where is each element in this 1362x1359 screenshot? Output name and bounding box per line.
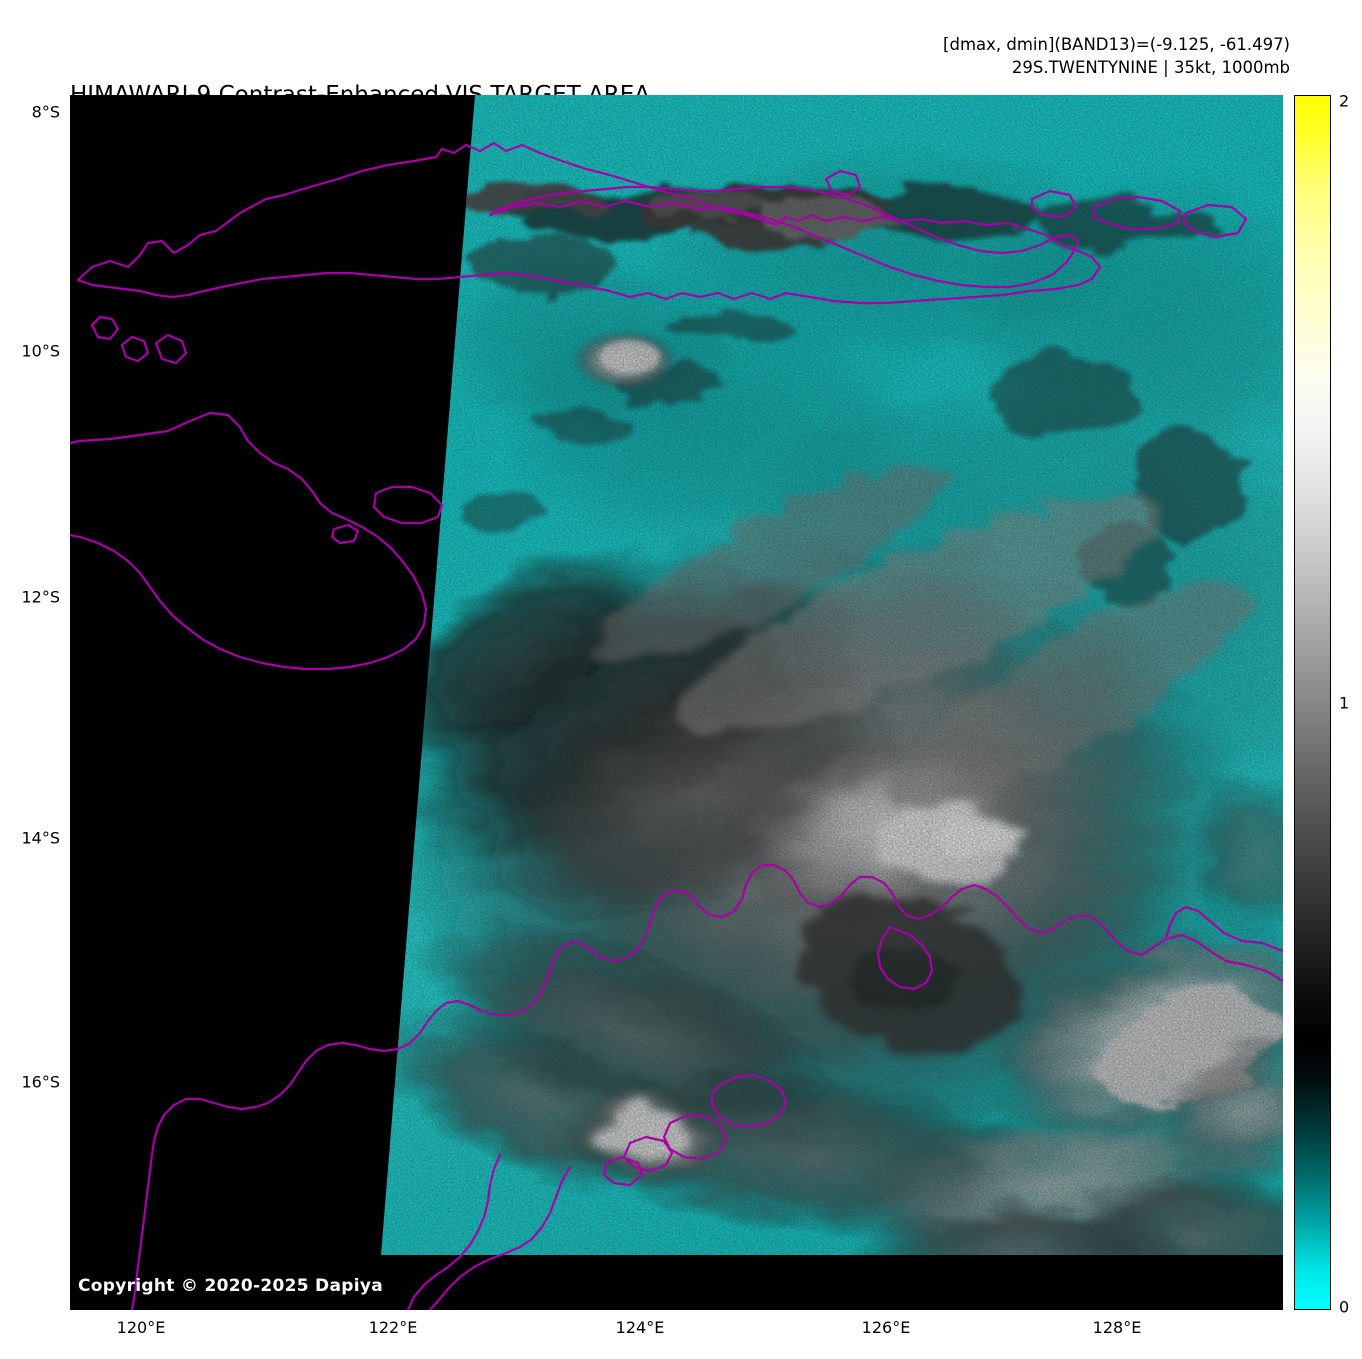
coastline-australia-northwest: [130, 863, 1283, 1310]
coastline-island-group-b: [662, 1113, 728, 1161]
coastline-sumba: [70, 411, 428, 671]
coastline-overlay: [70, 141, 1283, 1310]
coastline-wetar: [1092, 195, 1182, 231]
x-tick-label: 128°E: [1092, 1318, 1142, 1337]
colorbar-tick-label: 1: [1339, 693, 1350, 713]
band-range-label: [dmax, dmin](BAND13)=(-9.125, -61.497): [943, 35, 1290, 54]
coastline-island-group-d: [602, 1155, 644, 1187]
coastline-savu: [372, 485, 444, 525]
colorbar-gradient: [1294, 95, 1331, 1310]
colorbar-tick-label: 2: [1339, 91, 1350, 111]
coastline-islet-e: [1182, 203, 1248, 239]
y-tick-label: 8°S: [31, 102, 60, 122]
x-tick-label: 126°E: [861, 1318, 911, 1337]
coastline-gulf-detail: [876, 925, 934, 991]
coastline-flores: [76, 141, 1102, 305]
y-tick-label: 10°S: [21, 341, 60, 361]
coastline-islet-f: [1030, 189, 1078, 219]
y-tick-label: 14°S: [21, 828, 60, 848]
colorbar[interactable]: [1294, 95, 1331, 1310]
coastline-island-group-c: [622, 1135, 674, 1173]
y-tick-label: 16°S: [21, 1072, 60, 1092]
scene-metadata: [dmax, dmin](BAND13)=(-9.125, -61.497) 2…: [943, 33, 1290, 79]
y-tick-label: 12°S: [21, 587, 60, 607]
coastline-southwest-trail: [428, 1165, 572, 1310]
colorbar-tick-label: 0: [1339, 1297, 1350, 1317]
satellite-swath: [70, 95, 1283, 1310]
coastline-islet-b: [120, 335, 150, 363]
coastline-islet-c: [154, 333, 188, 365]
x-tick-label: 122°E: [368, 1318, 418, 1337]
storm-info-label: 29S.TWENTYNINE | 35kt, 1000mb: [1011, 58, 1290, 77]
coastline-timor: [488, 185, 1080, 289]
pixel-noise-fine: [381, 95, 1283, 1255]
x-tick-label: 124°E: [615, 1318, 665, 1337]
coastline-islet-d: [330, 523, 360, 545]
x-tick-label: 120°E: [116, 1318, 166, 1337]
coastline-island-group-a: [710, 1073, 788, 1129]
copyright-label: Copyright © 2020-2025 Dapiya: [78, 1276, 383, 1296]
coastline-islet-g: [824, 169, 862, 197]
coastline-southwest-trail-2: [406, 1153, 502, 1310]
satellite-image-plot[interactable]: [70, 95, 1283, 1310]
coastline-cape-detail: [1164, 905, 1283, 953]
swath-content: [381, 95, 1283, 1255]
coastline-islet-a: [90, 315, 120, 341]
